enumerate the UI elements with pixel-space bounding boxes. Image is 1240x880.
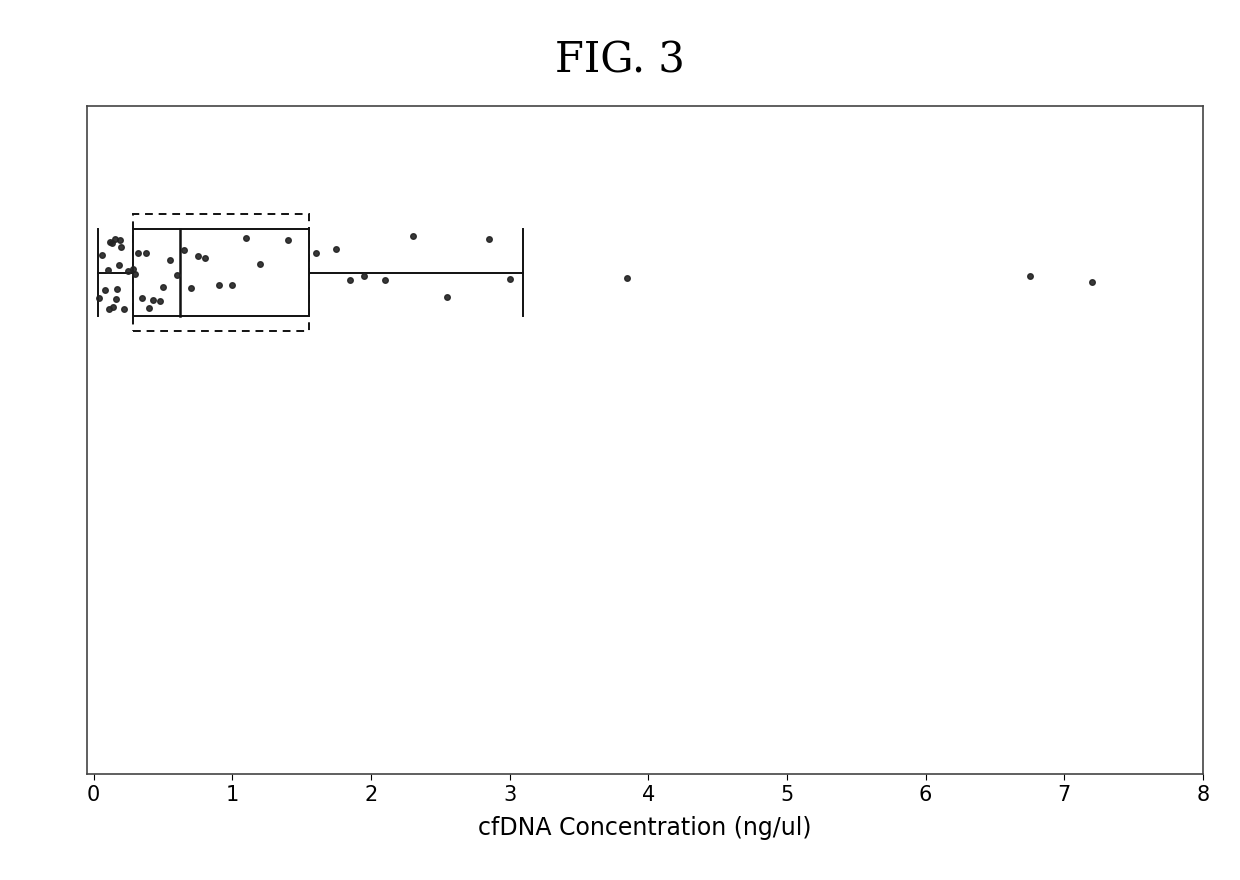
Bar <box>133 215 309 331</box>
Point <box>195 251 215 265</box>
Point <box>355 269 374 283</box>
Point <box>167 268 187 282</box>
Point <box>112 240 131 254</box>
Point <box>125 267 145 281</box>
Point <box>119 264 139 278</box>
Point <box>102 237 122 251</box>
Point <box>326 242 346 256</box>
Point <box>133 290 153 304</box>
Point <box>114 303 134 317</box>
Point <box>123 262 143 276</box>
Point <box>250 257 270 271</box>
Point <box>237 231 257 245</box>
Point <box>479 231 498 246</box>
Point <box>374 273 394 287</box>
Point <box>144 292 164 306</box>
Point <box>340 273 360 287</box>
Point <box>438 290 458 304</box>
Point <box>100 235 120 249</box>
Point <box>174 243 193 257</box>
Point <box>305 246 325 260</box>
Point <box>403 230 423 244</box>
Point <box>160 253 180 268</box>
Point <box>1019 268 1039 282</box>
Point <box>128 246 148 260</box>
Point <box>181 282 201 296</box>
Point <box>222 278 242 292</box>
Point <box>139 301 159 315</box>
Point <box>104 232 124 246</box>
Point <box>105 292 125 306</box>
Point <box>89 291 109 305</box>
Point <box>136 246 156 260</box>
Point <box>208 278 228 292</box>
Point <box>1083 275 1102 290</box>
Point <box>103 300 123 314</box>
Point <box>108 282 128 296</box>
Point <box>153 280 172 294</box>
Point <box>278 232 298 246</box>
Point <box>92 248 112 262</box>
Point <box>187 249 207 263</box>
Text: FIG. 3: FIG. 3 <box>556 40 684 82</box>
Point <box>618 271 637 285</box>
Point <box>150 294 170 308</box>
Point <box>99 302 119 316</box>
Point <box>109 258 129 272</box>
Point <box>500 272 520 286</box>
Point <box>98 263 118 277</box>
Point <box>110 233 130 247</box>
Point <box>95 283 115 297</box>
X-axis label: cfDNA Concentration (ng/ul): cfDNA Concentration (ng/ul) <box>479 816 811 840</box>
Bar <box>133 230 309 316</box>
